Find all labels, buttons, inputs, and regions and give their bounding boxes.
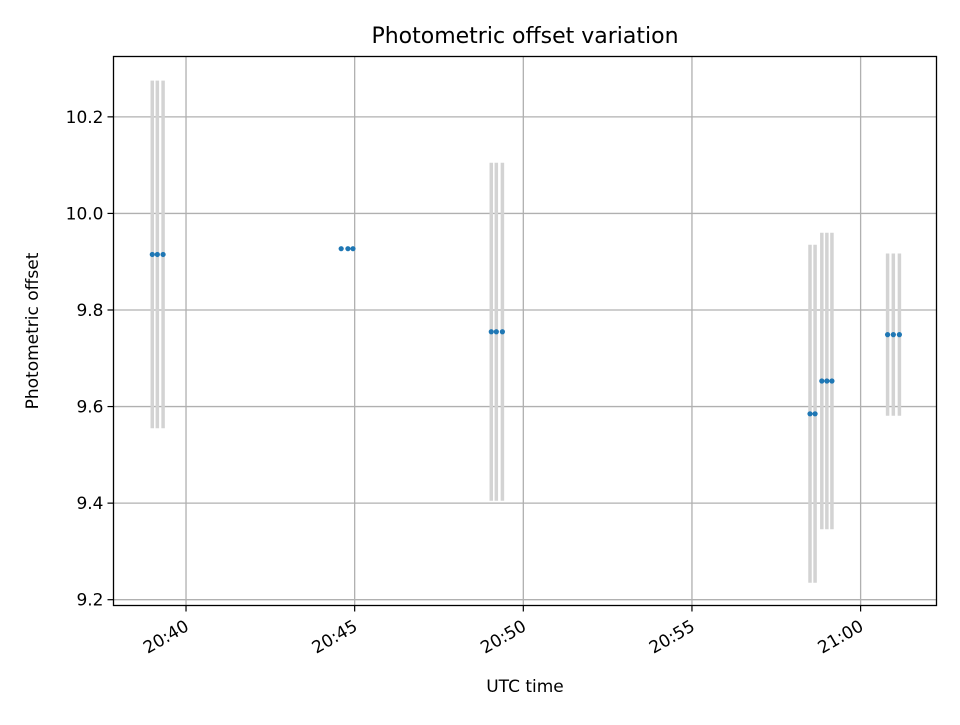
y-tick-label: 10.0 — [66, 204, 104, 224]
data-point — [890, 332, 896, 338]
x-tick-label: 21:00 — [815, 617, 867, 659]
data-point — [807, 411, 813, 417]
y-tick-label: 10.2 — [66, 108, 104, 128]
data-point — [149, 251, 155, 258]
error-bars — [150, 80, 902, 583]
data-point — [812, 411, 818, 417]
y-tick-label: 9.6 — [76, 398, 103, 418]
y-tick-label: 9.4 — [76, 494, 103, 514]
y-tick-label: 9.8 — [76, 301, 103, 321]
data-point — [154, 251, 160, 258]
data-point — [488, 329, 494, 335]
grid — [113, 56, 937, 606]
y-axis-label: Photometric offset — [23, 252, 43, 409]
x-tick-label: 20:50 — [477, 617, 529, 659]
data-point — [160, 251, 166, 258]
plot-frame — [112, 55, 938, 607]
data-point — [896, 332, 902, 338]
y-tick-label: 9.2 — [76, 591, 103, 611]
data-point — [824, 378, 830, 384]
data-point — [819, 378, 825, 384]
data-point — [345, 246, 351, 252]
chart-title: Photometric offset variation — [371, 24, 678, 49]
data-point — [499, 329, 506, 335]
data-point — [493, 329, 499, 335]
x-tick-label: 20:40 — [140, 617, 192, 659]
data-point — [829, 378, 835, 384]
data-point — [884, 332, 891, 338]
x-axis-label: UTC time — [486, 677, 564, 697]
data-point — [338, 246, 344, 252]
x-tick-label: 20:45 — [309, 617, 361, 659]
data-points — [149, 246, 902, 417]
x-tick-label: 20:55 — [646, 617, 698, 659]
data-point — [350, 246, 356, 252]
